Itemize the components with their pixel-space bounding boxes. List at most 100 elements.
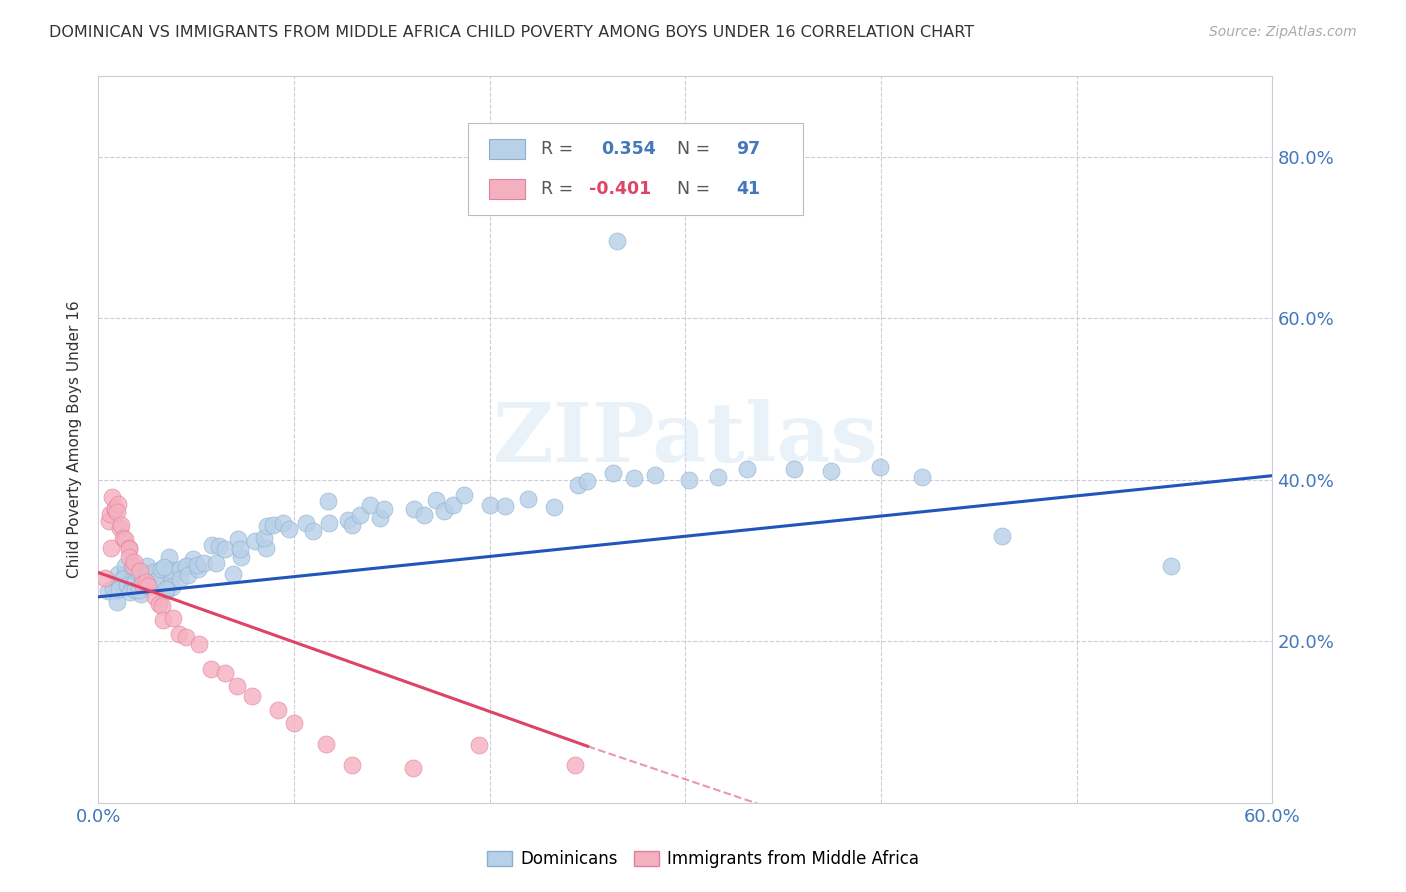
Point	[131, 577, 153, 591]
Point	[479, 498, 502, 512]
Point	[98, 507, 121, 521]
Text: Source: ZipAtlas.com: Source: ZipAtlas.com	[1209, 25, 1357, 39]
Point	[107, 497, 129, 511]
Point	[157, 550, 180, 565]
Point	[201, 538, 224, 552]
Point	[136, 579, 159, 593]
Point	[623, 471, 645, 485]
Point	[186, 558, 208, 572]
Point	[644, 468, 666, 483]
Point	[142, 565, 165, 579]
Point	[441, 498, 464, 512]
Point	[134, 569, 156, 583]
Text: N =: N =	[678, 140, 710, 158]
Text: 0.354: 0.354	[600, 140, 655, 158]
Point	[267, 703, 290, 717]
Point	[205, 557, 228, 571]
Point	[103, 581, 125, 595]
Point	[124, 576, 146, 591]
Point	[516, 491, 538, 506]
Point	[678, 473, 700, 487]
Point	[820, 464, 842, 478]
Point	[127, 566, 149, 580]
Point	[152, 613, 174, 627]
Point	[148, 598, 170, 612]
Point	[200, 662, 222, 676]
Point	[118, 584, 141, 599]
Point	[273, 516, 295, 530]
Text: R =: R =	[541, 140, 574, 158]
Point	[359, 499, 381, 513]
Point	[567, 478, 589, 492]
Text: 41: 41	[735, 180, 761, 198]
Point	[110, 517, 132, 532]
Point	[176, 568, 198, 582]
Point	[318, 516, 340, 530]
Point	[108, 574, 131, 588]
Point	[112, 532, 135, 546]
Point	[121, 559, 143, 574]
Point	[135, 572, 157, 586]
Point	[262, 517, 284, 532]
Point	[135, 575, 157, 590]
Point	[97, 583, 120, 598]
Point	[402, 761, 425, 775]
Point	[606, 235, 628, 249]
Point	[1160, 558, 1182, 573]
Point	[226, 533, 249, 547]
Point	[104, 503, 127, 517]
Point	[118, 541, 141, 556]
Point	[402, 502, 425, 516]
Point	[97, 514, 120, 528]
Point	[160, 580, 183, 594]
Point	[114, 559, 136, 574]
Point	[160, 570, 183, 584]
Point	[256, 519, 278, 533]
Point	[368, 510, 391, 524]
Point	[494, 499, 516, 513]
Point	[783, 462, 806, 476]
Point	[115, 578, 138, 592]
Text: ZIPatlas: ZIPatlas	[492, 400, 879, 479]
Point	[114, 567, 136, 582]
Point	[253, 531, 276, 545]
Point	[124, 582, 146, 597]
Point	[543, 500, 565, 514]
Point	[143, 591, 166, 605]
Y-axis label: Child Poverty Among Boys Under 16: Child Poverty Among Boys Under 16	[67, 301, 83, 578]
Point	[124, 575, 146, 590]
Point	[162, 611, 184, 625]
Point	[105, 584, 128, 599]
Point	[602, 467, 624, 481]
Point	[337, 513, 360, 527]
Point	[143, 574, 166, 589]
Point	[131, 570, 153, 584]
Point	[121, 581, 143, 595]
Point	[295, 516, 318, 531]
Point	[149, 577, 172, 591]
Text: R =: R =	[541, 180, 574, 198]
Point	[564, 758, 586, 772]
Point	[318, 493, 340, 508]
Point	[155, 582, 177, 596]
Point	[349, 508, 371, 522]
Point	[222, 566, 245, 581]
Point	[869, 460, 891, 475]
Text: N =: N =	[678, 180, 710, 198]
Point	[169, 627, 191, 641]
Bar	[489, 179, 524, 200]
Point	[911, 470, 934, 484]
Point	[425, 492, 447, 507]
Point	[142, 574, 165, 589]
Point	[229, 549, 252, 564]
Point	[315, 737, 337, 751]
Point	[707, 470, 730, 484]
Point	[373, 502, 395, 516]
Bar	[489, 139, 524, 160]
Point	[176, 631, 198, 645]
Point	[254, 541, 277, 556]
Point	[114, 532, 136, 546]
Point	[187, 561, 209, 575]
Point	[169, 562, 191, 576]
Point	[413, 508, 436, 523]
